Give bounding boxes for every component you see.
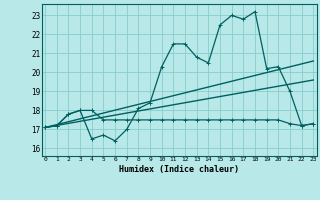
X-axis label: Humidex (Indice chaleur): Humidex (Indice chaleur): [119, 165, 239, 174]
